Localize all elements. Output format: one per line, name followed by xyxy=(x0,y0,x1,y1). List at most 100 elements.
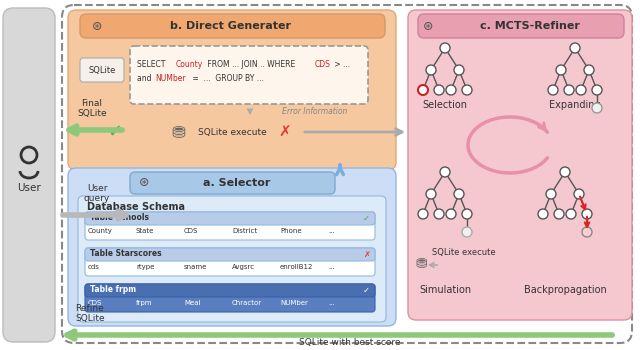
Circle shape xyxy=(576,85,586,95)
Text: ...: ... xyxy=(328,228,335,234)
FancyBboxPatch shape xyxy=(408,10,632,320)
Text: Phone: Phone xyxy=(280,228,301,234)
Text: cds: cds xyxy=(88,264,100,270)
Text: ✗: ✗ xyxy=(363,250,370,259)
Text: Table Starscores: Table Starscores xyxy=(90,250,162,259)
FancyBboxPatch shape xyxy=(3,8,55,342)
Text: enrollB12: enrollB12 xyxy=(280,264,314,270)
Text: Refine
SQLite: Refine SQLite xyxy=(75,303,105,323)
Text: Table Schools: Table Schools xyxy=(90,214,149,223)
Circle shape xyxy=(574,189,584,199)
FancyBboxPatch shape xyxy=(80,14,385,38)
Circle shape xyxy=(462,227,472,237)
Circle shape xyxy=(592,85,602,95)
Circle shape xyxy=(582,227,592,237)
Text: Error Information: Error Information xyxy=(282,107,348,117)
Circle shape xyxy=(584,65,594,75)
FancyBboxPatch shape xyxy=(80,58,124,82)
FancyBboxPatch shape xyxy=(78,196,386,322)
Text: SQLite execute: SQLite execute xyxy=(432,247,495,257)
Text: > ...: > ... xyxy=(332,60,350,69)
Text: ⊛: ⊛ xyxy=(139,176,149,189)
Text: User
query: User query xyxy=(84,184,110,203)
Text: Expanding: Expanding xyxy=(549,100,601,110)
Text: ✓: ✓ xyxy=(108,123,123,141)
Text: ⛃: ⛃ xyxy=(171,123,185,141)
Text: c. MCTS-Refiner: c. MCTS-Refiner xyxy=(480,21,580,31)
Circle shape xyxy=(546,189,556,199)
Circle shape xyxy=(434,209,444,219)
Circle shape xyxy=(440,43,450,53)
Circle shape xyxy=(426,189,436,199)
Text: NUMber: NUMber xyxy=(155,74,186,83)
Text: District: District xyxy=(232,228,257,234)
Text: CDS: CDS xyxy=(315,60,331,69)
FancyBboxPatch shape xyxy=(85,212,375,225)
Text: Simulation: Simulation xyxy=(419,285,471,295)
Text: CDS: CDS xyxy=(88,300,102,306)
Text: and: and xyxy=(137,74,154,83)
Circle shape xyxy=(548,85,558,95)
Circle shape xyxy=(554,209,564,219)
Text: County: County xyxy=(88,228,113,234)
FancyBboxPatch shape xyxy=(418,14,624,38)
Text: Meal: Meal xyxy=(184,300,200,306)
Text: Database Schema: Database Schema xyxy=(87,202,185,212)
Text: ✗: ✗ xyxy=(278,125,291,140)
Circle shape xyxy=(446,85,456,95)
Circle shape xyxy=(454,189,464,199)
Text: CDS: CDS xyxy=(184,228,198,234)
Circle shape xyxy=(582,209,592,219)
Text: a. Selector: a. Selector xyxy=(204,178,271,188)
Circle shape xyxy=(592,103,602,113)
Text: Table frpm: Table frpm xyxy=(90,286,136,294)
Text: sname: sname xyxy=(184,264,207,270)
FancyBboxPatch shape xyxy=(130,46,368,104)
FancyBboxPatch shape xyxy=(85,284,375,297)
Text: State: State xyxy=(136,228,154,234)
Circle shape xyxy=(426,65,436,75)
Text: User: User xyxy=(17,183,41,193)
Circle shape xyxy=(564,85,574,95)
Text: SQLite with best score: SQLite with best score xyxy=(300,338,401,347)
Circle shape xyxy=(538,209,548,219)
Text: rtype: rtype xyxy=(136,264,154,270)
Text: ...: ... xyxy=(328,264,335,270)
Circle shape xyxy=(462,85,472,95)
Circle shape xyxy=(462,209,472,219)
Text: Backpropagation: Backpropagation xyxy=(524,285,606,295)
Text: SELECT: SELECT xyxy=(137,60,168,69)
Text: FROM ... JOIN .. WHERE: FROM ... JOIN .. WHERE xyxy=(205,60,298,69)
FancyBboxPatch shape xyxy=(68,168,396,326)
Text: County: County xyxy=(176,60,204,69)
Text: NUMber: NUMber xyxy=(280,300,308,306)
FancyBboxPatch shape xyxy=(85,248,375,261)
Circle shape xyxy=(434,85,444,95)
Text: Selection: Selection xyxy=(422,100,467,110)
Text: b. Direct Generater: b. Direct Generater xyxy=(170,21,291,31)
Text: Final
SQLite: Final SQLite xyxy=(77,99,107,118)
Circle shape xyxy=(446,209,456,219)
FancyBboxPatch shape xyxy=(130,172,335,194)
Text: frpm: frpm xyxy=(136,300,152,306)
Circle shape xyxy=(440,167,450,177)
Circle shape xyxy=(418,209,428,219)
Text: SQLite: SQLite xyxy=(88,65,116,75)
Text: ⊛: ⊛ xyxy=(92,20,102,33)
Circle shape xyxy=(566,209,576,219)
Circle shape xyxy=(418,85,428,95)
FancyBboxPatch shape xyxy=(68,10,396,170)
Text: ⊛: ⊛ xyxy=(423,20,433,33)
FancyBboxPatch shape xyxy=(85,284,375,312)
Text: ✓: ✓ xyxy=(363,214,370,223)
Text: ⛃: ⛃ xyxy=(415,256,427,270)
Circle shape xyxy=(556,65,566,75)
Circle shape xyxy=(570,43,580,53)
Circle shape xyxy=(560,167,570,177)
Text: SQLite execute: SQLite execute xyxy=(198,127,267,136)
Text: Avgsrc: Avgsrc xyxy=(232,264,255,270)
Circle shape xyxy=(454,65,464,75)
FancyBboxPatch shape xyxy=(85,248,375,276)
Text: ...: ... xyxy=(328,300,335,306)
Text: Chractor: Chractor xyxy=(232,300,262,306)
